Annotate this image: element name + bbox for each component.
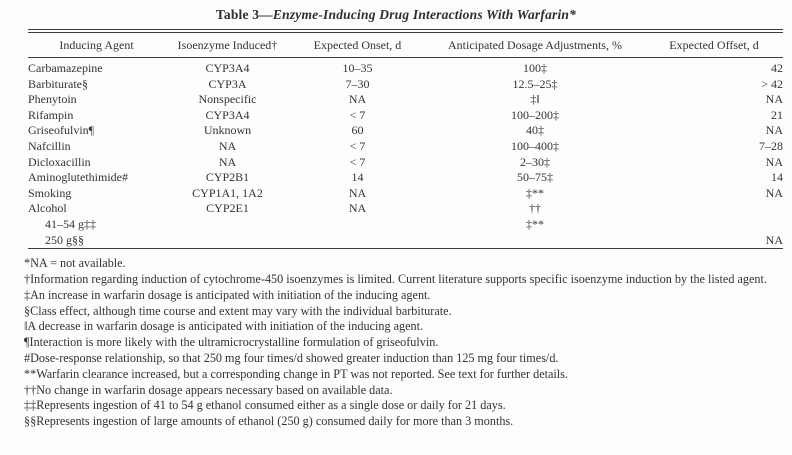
table-row-rifampin: Rifampin CYP3A4 < 7 100–200‡ 21 bbox=[28, 108, 783, 124]
cell-inducing-agent: Rifampin bbox=[28, 107, 74, 122]
cell-inducing-agent: Carbamazepine bbox=[28, 61, 103, 75]
col-header-dosage-adjustments: Anticipated Dosage Adjustments, % bbox=[425, 31, 645, 58]
table-row-alcohol-41-54g: 41–54 g‡‡ ‡** bbox=[28, 217, 783, 233]
cell-onset: < 7 bbox=[349, 154, 366, 169]
drug-interactions-table: Inducing Agent Isoenzyme Induced† Expect… bbox=[28, 29, 783, 250]
table-row-alcohol: Alcohol CYP2E1 NA †† bbox=[28, 201, 783, 217]
cell-onset: < 7 bbox=[349, 138, 366, 153]
table-row-smoking: Smoking CYP1A1, 1A2 NA ‡** NA bbox=[28, 186, 783, 202]
cell-isoenzyme: NA bbox=[218, 138, 237, 153]
cell-offset: 21 bbox=[771, 107, 783, 122]
cell-onset: 60 bbox=[351, 123, 364, 138]
cell-onset: < 7 bbox=[349, 107, 366, 122]
cell-dosage: 2–30‡ bbox=[520, 154, 550, 169]
cell-inducing-agent: Phenytoin bbox=[28, 92, 77, 107]
cell-isoenzyme: CYP1A1, 1A2 bbox=[192, 185, 263, 200]
cell-dosage: 100–200‡ bbox=[511, 107, 559, 122]
cell-isoenzyme: Unknown bbox=[203, 123, 252, 138]
footnote-double-dagger: ‡An increase in warfarin dosage is antic… bbox=[24, 287, 431, 302]
table-title: Table 3—Enzyme-Inducing Drug Interaction… bbox=[0, 0, 792, 23]
cell-dosage: 100‡ bbox=[523, 61, 547, 75]
cell-onset: 10–35 bbox=[342, 61, 373, 75]
table-row-nafcillin: Nafcillin NA < 7 100–400‡ 7–28 bbox=[28, 139, 783, 155]
col-header-isoenzyme-induced: Isoenzyme Induced† bbox=[165, 31, 290, 58]
table-row-alcohol-250g: 250 g§§ NA bbox=[28, 232, 783, 250]
cell-dosage: 12.5–25‡ bbox=[512, 76, 558, 91]
cell-isoenzyme: Nonspecific bbox=[198, 92, 257, 107]
cell-isoenzyme: CYP2B1 bbox=[205, 170, 250, 185]
cell-onset: NA bbox=[348, 185, 367, 200]
footnote-na: *NA = not available. bbox=[24, 256, 126, 271]
cell-onset: NA bbox=[348, 201, 367, 216]
table-row-phenytoin: Phenytoin Nonspecific NA ‡‖ NA bbox=[28, 92, 783, 108]
cell-dosage bbox=[425, 232, 645, 250]
col-header-expected-offset: Expected Offset, d bbox=[645, 31, 783, 58]
cell-isoenzyme: CYP3A4 bbox=[205, 61, 250, 75]
cell-isoenzyme: CYP3A4 bbox=[205, 107, 250, 122]
footnote-parallel: ‖A decrease in warfarin dosage is antici… bbox=[24, 319, 424, 334]
cell-offset: NA bbox=[765, 123, 783, 138]
cell-offset: 14 bbox=[771, 170, 783, 185]
cell-isoenzyme: NA bbox=[218, 154, 237, 169]
cell-isoenzyme: CYP3A bbox=[208, 76, 247, 91]
cell-offset: NA bbox=[645, 232, 783, 250]
table-row-carbamazepine: Carbamazepine CYP3A4 10–35 100‡ 42 bbox=[28, 58, 783, 77]
cell-offset bbox=[645, 217, 783, 233]
cell-inducing-agent: Alcohol bbox=[28, 201, 67, 216]
header-row: Inducing Agent Isoenzyme Induced† Expect… bbox=[28, 31, 783, 58]
cell-inducing-agent: Dicloxacillin bbox=[28, 154, 91, 169]
table-row-barbiturate: Barbiturate§ CYP3A 7–30 12.5–25‡ > 42 bbox=[28, 77, 783, 93]
footnotes: *NA = not available. †Information regard… bbox=[24, 256, 776, 430]
table-caption: —Enzyme-Inducing Drug Interactions With … bbox=[259, 7, 577, 22]
table-number: Table 3 bbox=[215, 7, 260, 22]
cell-dosage: 50–75‡ bbox=[517, 170, 553, 185]
cell-inducing-agent: Aminoglutethimide# bbox=[28, 170, 128, 185]
cell-isoenzyme bbox=[165, 217, 290, 233]
cell-inducing-agent: 250 g§§ bbox=[28, 232, 165, 250]
table-row-aminoglutethimide: Aminoglutethimide# CYP2B1 14 50–75‡ 14 bbox=[28, 170, 783, 186]
footnote-section: §Class effect, although time course and … bbox=[24, 303, 452, 318]
footnote-double-asterisk: **Warfarin clearance increased, but a co… bbox=[24, 366, 568, 381]
cell-offset: NA bbox=[765, 154, 783, 169]
cell-dosage: ‡** bbox=[526, 185, 544, 200]
cell-inducing-agent: 41–54 g‡‡ bbox=[45, 216, 96, 231]
cell-onset bbox=[290, 217, 425, 233]
cell-offset: NA bbox=[765, 185, 783, 200]
cell-offset: 7–28 bbox=[759, 138, 783, 153]
cell-offset: 42 bbox=[771, 61, 783, 75]
col-header-expected-onset: Expected Onset, d bbox=[290, 31, 425, 58]
cell-dosage: 40‡ bbox=[526, 123, 544, 138]
cell-inducing-agent: Barbiturate§ bbox=[28, 76, 88, 91]
cell-dosage: ‡‖ bbox=[530, 92, 540, 107]
footnote-double-section: §§Represents ingestion of large amounts … bbox=[24, 414, 514, 429]
cell-isoenzyme bbox=[165, 232, 290, 250]
cell-inducing-agent: Nafcillin bbox=[28, 138, 71, 153]
footnote-hash: #Dose-response relationship, so that 250… bbox=[24, 350, 559, 365]
cell-isoenzyme: CYP2E1 bbox=[206, 201, 249, 216]
footnote-double-double-dagger: ‡‡Represents ingestion of 41 to 54 g eth… bbox=[24, 398, 506, 413]
cell-onset: 14 bbox=[351, 170, 364, 185]
footnote-pilcrow: ¶Interaction is more likely with the ult… bbox=[24, 335, 439, 350]
footnote-double-dagger2: ††No change in warfarin dosage appears n… bbox=[24, 382, 393, 397]
cell-inducing-agent: Smoking bbox=[28, 185, 72, 200]
cell-dosage: 100–400‡ bbox=[511, 138, 559, 153]
cell-dosage: ‡** bbox=[526, 216, 544, 231]
cell-onset bbox=[290, 232, 425, 250]
footnote-dagger: †Information regarding induction of cyto… bbox=[24, 271, 767, 286]
cell-inducing-agent: Griseofulvin¶ bbox=[28, 123, 95, 138]
cell-offset bbox=[645, 201, 783, 217]
cell-onset: NA bbox=[348, 92, 367, 107]
table-row-griseofulvin: Griseofulvin¶ Unknown 60 40‡ NA bbox=[28, 123, 783, 139]
cell-onset: 7–30 bbox=[345, 76, 370, 91]
table-row-dicloxacillin: Dicloxacillin NA < 7 2–30‡ NA bbox=[28, 155, 783, 171]
cell-offset: > 42 bbox=[761, 76, 783, 91]
cell-offset: NA bbox=[765, 92, 783, 107]
col-header-inducing-agent: Inducing Agent bbox=[28, 31, 165, 58]
cell-dosage: †† bbox=[529, 201, 541, 216]
